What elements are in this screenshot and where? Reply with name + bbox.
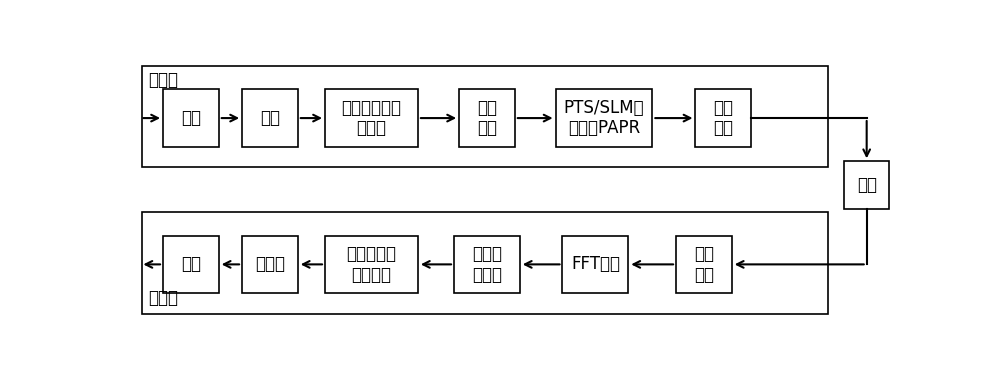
Text: 解码: 解码	[181, 255, 201, 273]
Bar	[459, 89, 515, 147]
Text: PTS/SLM方
法降低PAPR: PTS/SLM方 法降低PAPR	[564, 99, 644, 138]
Text: 串并
转换: 串并 转换	[477, 99, 497, 138]
Bar	[325, 89, 418, 147]
Bar	[556, 89, 652, 147]
Bar	[844, 161, 889, 209]
Bar	[242, 89, 298, 147]
Text: FFT变换: FFT变换	[571, 255, 620, 273]
Text: 采用扭曲星座
图调制: 采用扭曲星座 图调制	[341, 99, 401, 138]
Bar	[454, 236, 520, 293]
Text: 交织: 交织	[260, 109, 280, 127]
Bar	[163, 236, 219, 293]
Bar	[142, 212, 828, 314]
Bar	[242, 236, 298, 293]
Bar	[163, 89, 219, 147]
Bar	[325, 236, 418, 293]
Text: 发射机: 发射机	[148, 71, 178, 89]
Bar	[676, 236, 732, 293]
Text: 去交织: 去交织	[255, 255, 285, 273]
Text: 采用扭曲星
座图解调: 采用扭曲星 座图解调	[346, 245, 396, 284]
Text: 恢复边
带信息: 恢复边 带信息	[472, 245, 502, 284]
Bar	[562, 236, 628, 293]
Text: 并串
转换: 并串 转换	[694, 245, 714, 284]
Text: 并串
转换: 并串 转换	[713, 99, 733, 138]
Text: 编码: 编码	[181, 109, 201, 127]
Text: 接收机: 接收机	[148, 290, 178, 308]
Bar	[142, 66, 828, 167]
Text: 信道: 信道	[857, 176, 877, 194]
Bar	[695, 89, 751, 147]
